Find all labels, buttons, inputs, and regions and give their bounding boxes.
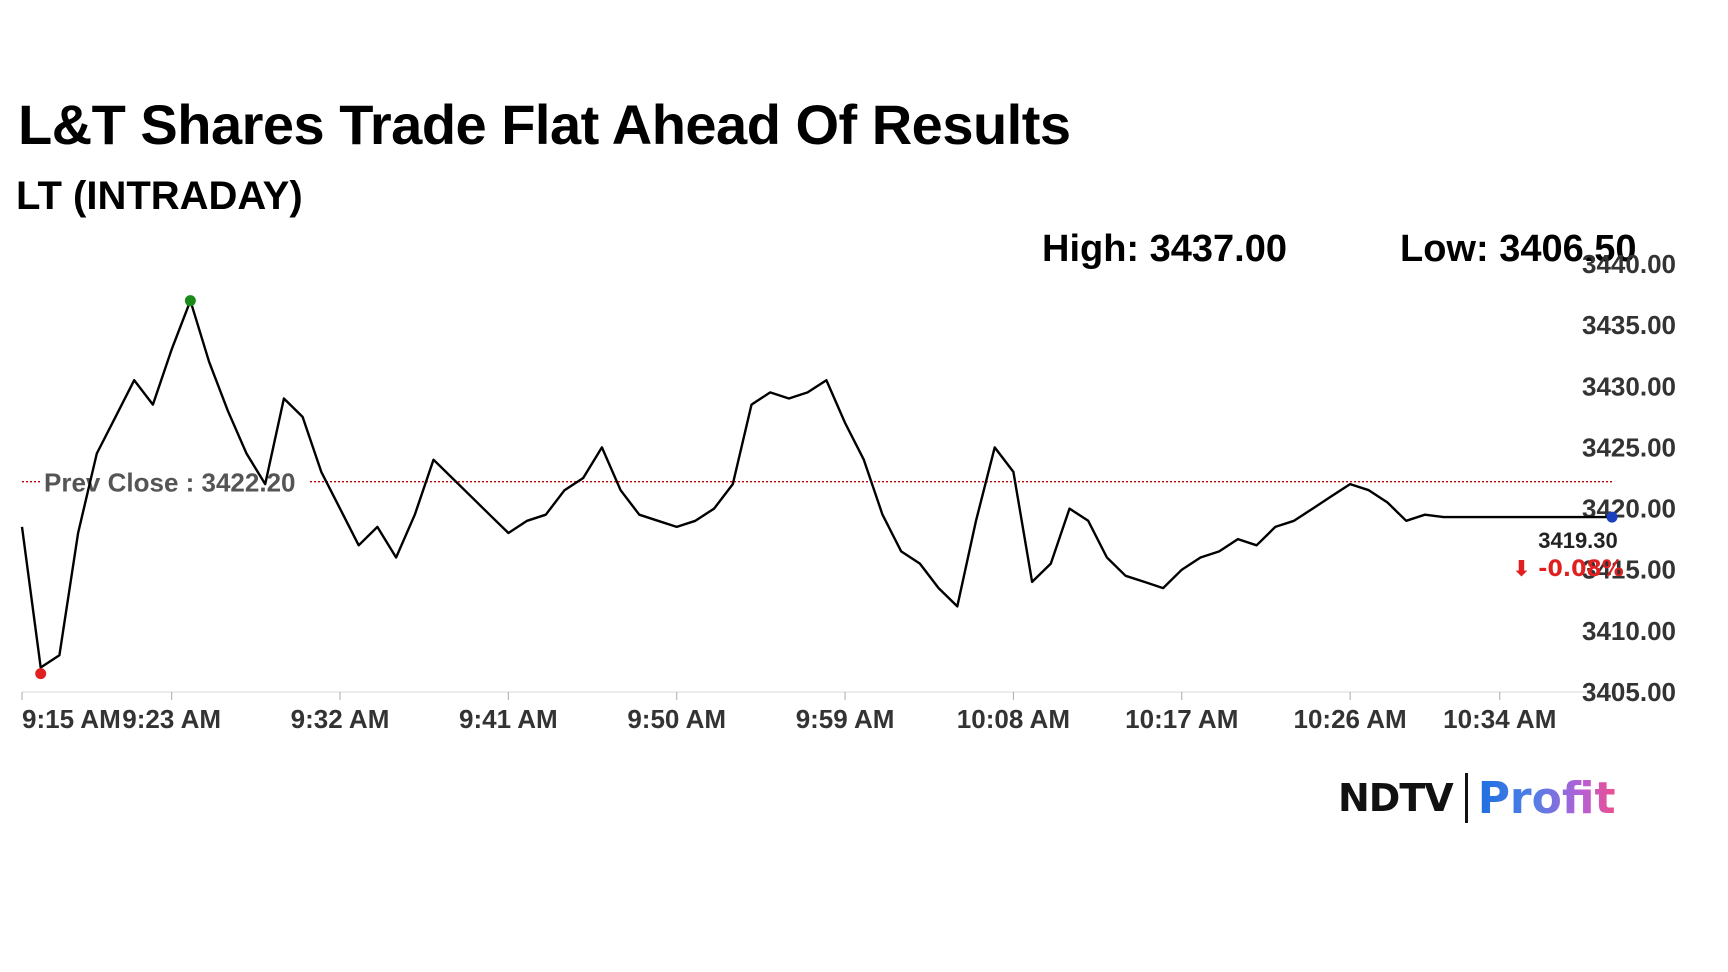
low-value: Low: 3406.50: [1400, 228, 1637, 270]
low-marker: [35, 668, 47, 680]
high-value: High: 3437.00: [1042, 228, 1287, 270]
x-tick-label: 9:41 AM: [459, 704, 558, 734]
x-tick-label: 10:34 AM: [1443, 704, 1556, 734]
x-tick-label: 9:15 AM: [22, 704, 121, 734]
price-change-label: ⬇ -0.08%: [1512, 557, 1624, 582]
y-tick-label: 3420.00: [1582, 494, 1676, 524]
x-tick-label: 10:08 AM: [957, 704, 1070, 734]
x-tick-label: 9:59 AM: [796, 704, 895, 734]
y-tick-label: 3430.00: [1582, 371, 1676, 401]
prev-close-label-bg: [40, 457, 310, 494]
high-marker: [184, 295, 196, 307]
y-tick-label: 3405.00: [1582, 677, 1676, 707]
chart-subtitle: LT (INTRADAY): [16, 174, 303, 218]
logo-divider: [1464, 773, 1468, 823]
x-tick-label: 9:50 AM: [627, 704, 726, 734]
price-line: [20, 299, 1612, 669]
y-tick-label: 3425.00: [1582, 432, 1676, 462]
logo-profit-text: Profit: [1477, 772, 1616, 824]
ndtv-profit-logo: NDTV Profit: [1338, 768, 1616, 828]
chart-title: L&T Shares Trade Flat Ahead Of Results: [18, 93, 1071, 156]
x-tick-label: 9:32 AM: [291, 704, 390, 734]
y-tick-label: 3415.00: [1582, 555, 1676, 585]
logo-ndtv-text: NDTV: [1338, 776, 1454, 820]
y-tick-label: 3435.00: [1582, 310, 1676, 340]
x-tick-label: 10:26 AM: [1294, 704, 1407, 734]
prev-close-label: Prev Close : 3422.20: [44, 468, 296, 498]
y-tick-label: 3410.00: [1582, 616, 1676, 646]
last-price-marker: [1606, 511, 1618, 523]
x-tick-label: 9:23 AM: [122, 704, 221, 734]
last-price-label: 3419.30: [1538, 528, 1618, 553]
x-tick-label: 10:17 AM: [1125, 704, 1238, 734]
y-tick-label: 3440.00: [1582, 249, 1676, 279]
